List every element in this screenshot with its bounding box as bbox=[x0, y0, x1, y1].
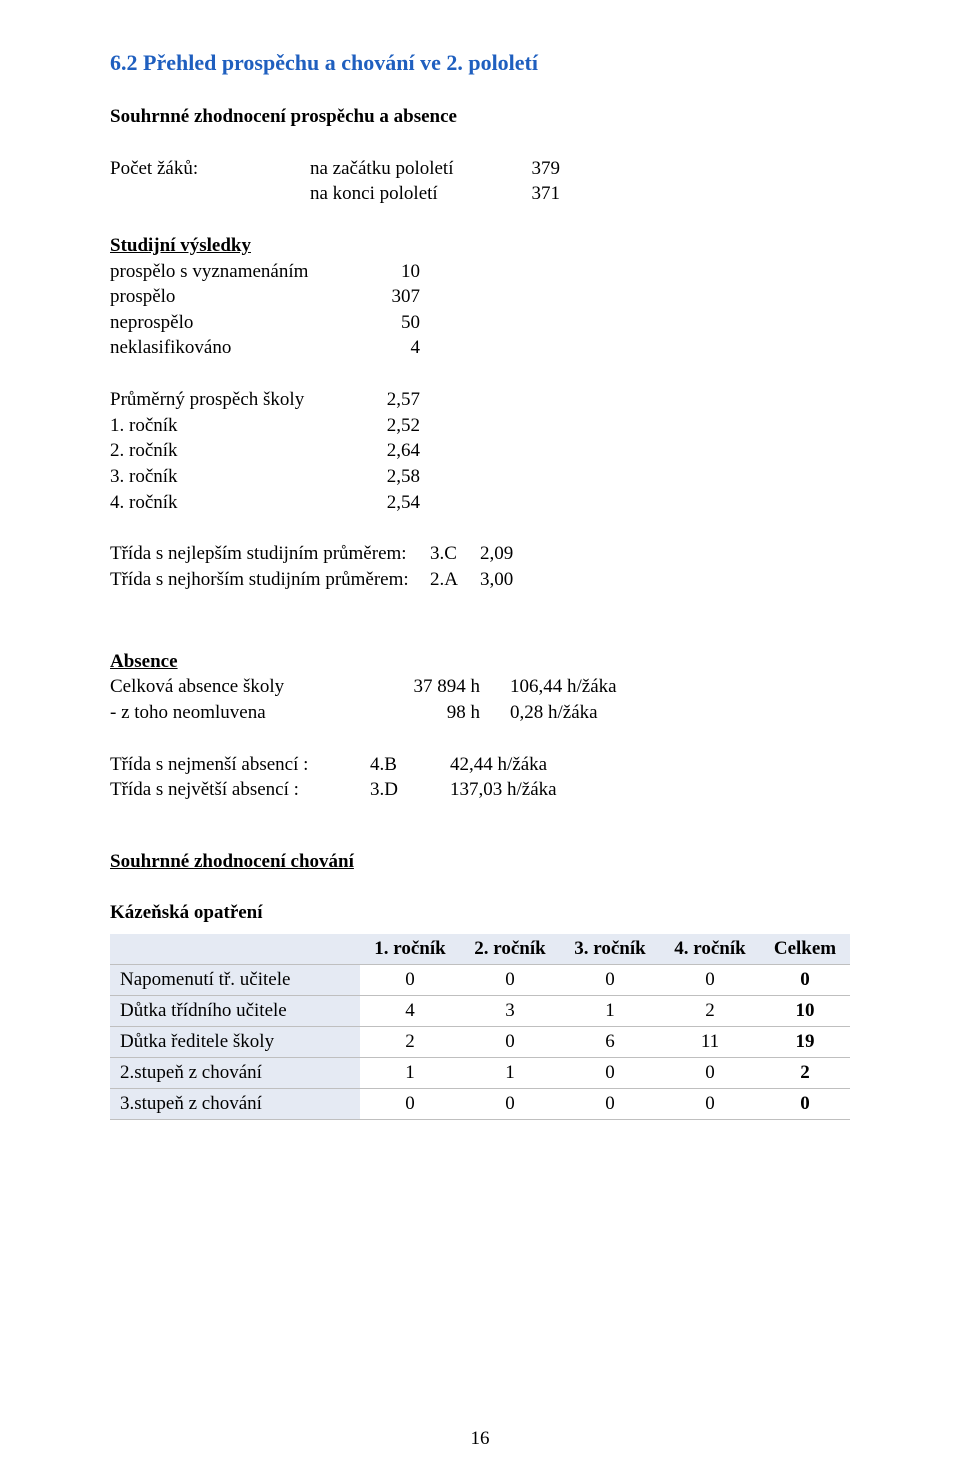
absence-min-class: 4.B bbox=[370, 752, 450, 778]
absence-unexcused-hours: 98 h bbox=[370, 700, 510, 726]
col-header: 2. ročník bbox=[460, 934, 560, 965]
student-count-block: Počet žáků: na začátku pololetí 379 na k… bbox=[110, 156, 860, 207]
row-label: 2.stupeň z chování bbox=[110, 1058, 360, 1089]
cell-value: 0 bbox=[560, 965, 660, 996]
student-count-end-label: na konci pololetí bbox=[310, 181, 500, 207]
study-result-label: neprospělo bbox=[110, 310, 360, 336]
cell-value: 0 bbox=[460, 965, 560, 996]
cell-value: 6 bbox=[560, 1027, 660, 1058]
absence-max-label: Třída s největší absencí : bbox=[110, 777, 370, 803]
best-class-label: Třída s nejlepším studijním průměrem: bbox=[110, 541, 430, 567]
col-header bbox=[110, 934, 360, 965]
absence-min-label: Třída s nejmenší absencí : bbox=[110, 752, 370, 778]
row-label: Napomenutí tř. učitele bbox=[110, 965, 360, 996]
avg-grade-label: Průměrný prospěch školy bbox=[110, 387, 360, 413]
table-header-row: 1. ročník 2. ročník 3. ročník 4. ročník … bbox=[110, 934, 850, 965]
avg-grade-label: 4. ročník bbox=[110, 490, 360, 516]
section-heading: 6.2 Přehled prospěchu a chování ve 2. po… bbox=[110, 50, 860, 76]
cell-value: 0 bbox=[460, 1089, 560, 1120]
cell-value: 0 bbox=[660, 1058, 760, 1089]
study-result-label: prospělo bbox=[110, 284, 360, 310]
study-result-value: 10 bbox=[360, 259, 420, 285]
study-result-value: 307 bbox=[360, 284, 420, 310]
avg-grade-label: 3. ročník bbox=[110, 464, 360, 490]
absence-extremes-block: Třída s nejmenší absencí : 4.B 42,44 h/ž… bbox=[110, 752, 860, 803]
avg-grade-value: 2,64 bbox=[360, 438, 420, 464]
row-label: 3.stupeň z chování bbox=[110, 1089, 360, 1120]
cell-value: 0 bbox=[560, 1058, 660, 1089]
absence-unexcused-per: 0,28 h/žáka bbox=[510, 700, 710, 726]
cell-value: 1 bbox=[460, 1058, 560, 1089]
disciplinary-title: Kázeňská opatření bbox=[110, 900, 860, 926]
col-header: 3. ročník bbox=[560, 934, 660, 965]
disciplinary-table: 1. ročník 2. ročník 3. ročník 4. ročník … bbox=[110, 934, 850, 1120]
col-header: 1. ročník bbox=[360, 934, 460, 965]
student-count-end-value: 371 bbox=[500, 181, 560, 207]
absence-block: Absence Celková absence školy 37 894 h 1… bbox=[110, 649, 860, 726]
student-count-label: Počet žáků: bbox=[110, 156, 310, 182]
study-results-title: Studijní výsledky bbox=[110, 233, 860, 259]
absence-total-hours: 37 894 h bbox=[370, 674, 510, 700]
table-row: 3.stupeň z chování00000 bbox=[110, 1089, 850, 1120]
absence-title: Absence bbox=[110, 649, 860, 675]
cell-value: 0 bbox=[660, 1089, 760, 1120]
worst-class-label: Třída s nejhorším studijním průměrem: bbox=[110, 567, 430, 593]
study-result-label: prospělo s vyznamenáním bbox=[110, 259, 360, 285]
cell-total: 19 bbox=[760, 1027, 850, 1058]
cell-total: 0 bbox=[760, 1089, 850, 1120]
study-result-value: 50 bbox=[360, 310, 420, 336]
study-result-label: neklasifikováno bbox=[110, 335, 360, 361]
col-header: Celkem bbox=[760, 934, 850, 965]
student-count-start-value: 379 bbox=[500, 156, 560, 182]
absence-max-per: 137,03 h/žáka bbox=[450, 777, 650, 803]
cell-value: 0 bbox=[560, 1089, 660, 1120]
table-row: Důtka třídního učitele431210 bbox=[110, 996, 850, 1027]
avg-grade-label: 2. ročník bbox=[110, 438, 360, 464]
cell-total: 0 bbox=[760, 965, 850, 996]
cell-value: 0 bbox=[360, 1089, 460, 1120]
best-class-value: 2,09 bbox=[480, 541, 530, 567]
absence-max-class: 3.D bbox=[370, 777, 450, 803]
cell-total: 2 bbox=[760, 1058, 850, 1089]
worst-class-name: 2.A bbox=[430, 567, 480, 593]
avg-grade-value: 2,58 bbox=[360, 464, 420, 490]
cell-value: 4 bbox=[360, 996, 460, 1027]
best-class-name: 3.C bbox=[430, 541, 480, 567]
absence-total-label: Celková absence školy bbox=[110, 674, 370, 700]
absence-min-per: 42,44 h/žáka bbox=[450, 752, 650, 778]
col-header: 4. ročník bbox=[660, 934, 760, 965]
table-row: Napomenutí tř. učitele00000 bbox=[110, 965, 850, 996]
row-label: Důtka třídního učitele bbox=[110, 996, 360, 1027]
class-extremes-block: Třída s nejlepším studijním průměrem: 3.… bbox=[110, 541, 860, 592]
study-results-block: Studijní výsledky prospělo s vyznamenání… bbox=[110, 233, 860, 361]
behavior-title: Souhrnné zhodnocení chování bbox=[110, 849, 860, 875]
table-row: 2.stupeň z chování11002 bbox=[110, 1058, 850, 1089]
cell-total: 10 bbox=[760, 996, 850, 1027]
avg-grade-label: 1. ročník bbox=[110, 413, 360, 439]
absence-unexcused-label: - z toho neomluvena bbox=[110, 700, 370, 726]
absence-total-per: 106,44 h/žáka bbox=[510, 674, 710, 700]
avg-grade-value: 2,52 bbox=[360, 413, 420, 439]
avg-grade-value: 2,57 bbox=[360, 387, 420, 413]
cell-value: 2 bbox=[360, 1027, 460, 1058]
cell-value: 0 bbox=[660, 965, 760, 996]
page-number: 16 bbox=[0, 1428, 960, 1450]
cell-value: 0 bbox=[460, 1027, 560, 1058]
student-count-start-label: na začátku pololetí bbox=[310, 156, 500, 182]
cell-value: 1 bbox=[560, 996, 660, 1027]
worst-class-value: 3,00 bbox=[480, 567, 530, 593]
summary-title: Souhrnné zhodnocení prospěchu a absence bbox=[110, 104, 860, 130]
cell-value: 0 bbox=[360, 965, 460, 996]
cell-value: 1 bbox=[360, 1058, 460, 1089]
cell-value: 11 bbox=[660, 1027, 760, 1058]
row-label: Důtka ředitele školy bbox=[110, 1027, 360, 1058]
avg-grade-value: 2,54 bbox=[360, 490, 420, 516]
table-row: Důtka ředitele školy2061119 bbox=[110, 1027, 850, 1058]
cell-value: 3 bbox=[460, 996, 560, 1027]
study-result-value: 4 bbox=[360, 335, 420, 361]
cell-value: 2 bbox=[660, 996, 760, 1027]
avg-grades-block: Průměrný prospěch školy 2,57 1. ročník 2… bbox=[110, 387, 860, 515]
